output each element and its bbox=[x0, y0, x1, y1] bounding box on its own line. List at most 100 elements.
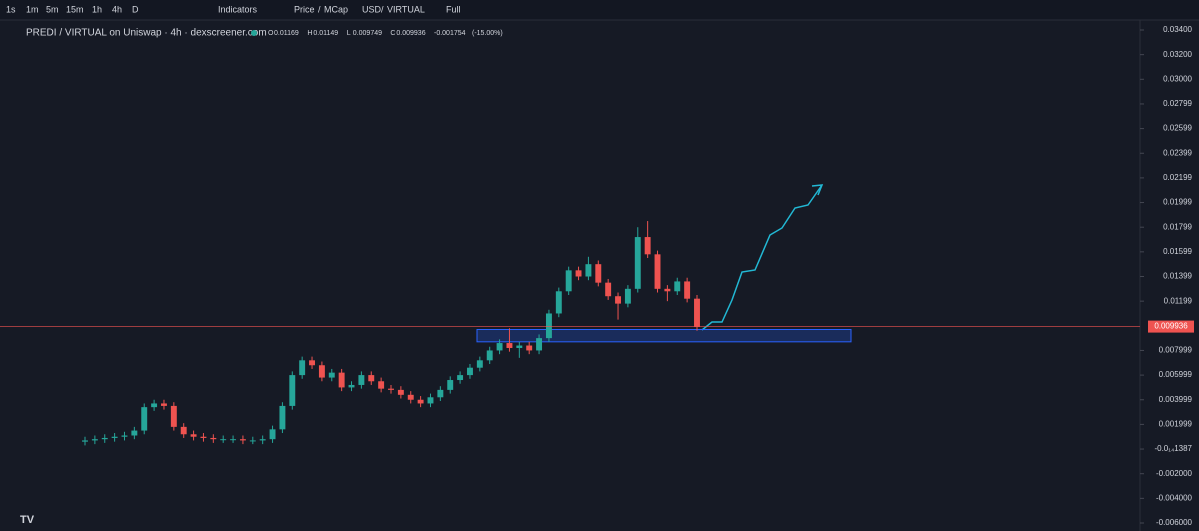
ohlc-key: O bbox=[268, 30, 274, 37]
price-toggle[interactable]: Price bbox=[294, 4, 315, 14]
candle-body bbox=[595, 264, 602, 283]
y-tick-label: -0.004000 bbox=[1156, 493, 1193, 502]
interval-button[interactable]: 1m bbox=[26, 4, 39, 14]
candle-body bbox=[180, 426, 187, 435]
candle-body bbox=[575, 270, 582, 277]
candle-body bbox=[82, 440, 88, 442]
candle-body bbox=[634, 237, 641, 289]
quote-toggle[interactable]: VIRTUAL bbox=[387, 4, 425, 14]
y-tick-label: 0.03200 bbox=[1163, 50, 1192, 59]
y-tick-label: 0.01599 bbox=[1163, 247, 1192, 256]
candle-body bbox=[624, 288, 631, 304]
y-tick-label: 0.02399 bbox=[1163, 148, 1192, 157]
separator: / bbox=[318, 4, 321, 14]
candle-body bbox=[664, 288, 671, 292]
y-tick-label: 0.02799 bbox=[1163, 99, 1192, 108]
candle-body bbox=[674, 281, 681, 292]
candle-body bbox=[299, 360, 306, 376]
usd-toggle[interactable]: USD bbox=[362, 4, 382, 14]
candle-body bbox=[615, 296, 621, 304]
logo: TV bbox=[20, 514, 35, 526]
y-tick-label: 0.01799 bbox=[1163, 222, 1192, 231]
separator: / bbox=[381, 4, 384, 14]
candle-body bbox=[437, 389, 444, 398]
candle-body bbox=[457, 375, 464, 381]
y-tick-label: 0.005999 bbox=[1159, 370, 1193, 379]
candle-body bbox=[279, 405, 286, 430]
candle-body bbox=[200, 436, 207, 438]
y-tick-label: 0.02199 bbox=[1163, 173, 1192, 182]
candle-body bbox=[161, 403, 167, 406]
candle-body bbox=[91, 439, 98, 441]
candle-body bbox=[467, 367, 473, 376]
ohlc-value: 0.01149 bbox=[313, 30, 338, 37]
support-zone bbox=[476, 328, 852, 343]
arrow-head bbox=[811, 184, 824, 196]
interval-button[interactable]: 15m bbox=[66, 4, 84, 14]
y-tick-label: 0.01999 bbox=[1163, 198, 1192, 207]
candle-body bbox=[388, 388, 394, 390]
candle-body bbox=[536, 338, 543, 351]
y-tick-label: 0.003999 bbox=[1159, 395, 1193, 404]
y-tick-label: -0.002000 bbox=[1156, 469, 1193, 478]
candle-body bbox=[526, 345, 533, 351]
candle-body bbox=[309, 360, 315, 366]
candle-body bbox=[151, 403, 158, 408]
candle-body bbox=[141, 407, 148, 431]
candle-body bbox=[565, 270, 572, 292]
candle-body bbox=[289, 375, 296, 406]
candle-body bbox=[378, 381, 385, 389]
candle-body bbox=[476, 360, 483, 368]
projection-arrow bbox=[701, 184, 823, 331]
y-tick-label: 0.03400 bbox=[1163, 25, 1192, 34]
candle-body bbox=[111, 436, 118, 438]
ohlc-value: 0.01169 bbox=[274, 30, 299, 37]
candle-body bbox=[545, 313, 552, 339]
candle-body bbox=[585, 264, 592, 277]
candle-body bbox=[486, 350, 493, 361]
candle-body bbox=[101, 437, 108, 440]
full-button[interactable]: Full bbox=[446, 4, 461, 14]
interval-button[interactable]: 1h bbox=[92, 4, 102, 14]
chart-title: PREDI / VIRTUAL on Uniswap · 4h · dexscr… bbox=[26, 28, 267, 39]
candle-body bbox=[397, 389, 404, 395]
candle-body bbox=[269, 429, 276, 440]
candle-body bbox=[605, 282, 612, 297]
candle-body bbox=[368, 375, 375, 382]
ohlc-key: L bbox=[347, 30, 351, 37]
interval-button[interactable]: 4h bbox=[112, 4, 122, 14]
candle-body bbox=[447, 380, 454, 390]
candle-body bbox=[230, 439, 237, 441]
candle-body bbox=[654, 254, 661, 289]
toolbar-items: 1s 1m 5m 15m 1h 4h D Indicators Price / MCap USD / VI… bbox=[6, 4, 461, 14]
candle-body bbox=[684, 281, 691, 299]
y-tick-label: -0.0₁₄1387 bbox=[1154, 444, 1192, 453]
y-tick-label: 0.001999 bbox=[1159, 420, 1193, 429]
interval-button[interactable]: 1s bbox=[6, 4, 16, 14]
candle-body bbox=[259, 439, 266, 441]
candle-body bbox=[338, 372, 345, 388]
candle-body bbox=[348, 384, 355, 388]
indicators-button[interactable]: Indicators bbox=[218, 4, 258, 14]
candle-body bbox=[694, 298, 700, 328]
y-tick-label: 0.03000 bbox=[1163, 74, 1192, 83]
candle-body bbox=[506, 343, 513, 348]
y-tick-label: 0.01199 bbox=[1164, 296, 1193, 305]
candle-body bbox=[328, 372, 335, 378]
candle-body bbox=[220, 439, 227, 441]
ohlc-value: 0.009749 bbox=[353, 30, 382, 37]
candle-body bbox=[516, 345, 523, 348]
candle-body bbox=[318, 365, 325, 378]
mcap-toggle[interactable]: MCap bbox=[324, 4, 348, 14]
candle-body bbox=[190, 434, 197, 437]
last-price-label: 0.009936 bbox=[1154, 322, 1188, 331]
change-value: -0.001754 bbox=[434, 30, 466, 37]
ohlc-key: C bbox=[390, 30, 395, 37]
ohlc-key: H bbox=[307, 30, 312, 37]
interval-button[interactable]: D bbox=[132, 4, 139, 14]
interval-button[interactable]: 5m bbox=[46, 4, 59, 14]
candle-body bbox=[170, 405, 177, 427]
candle-body bbox=[555, 291, 562, 314]
ohlc-value: 0.009936 bbox=[396, 30, 425, 37]
status-dot bbox=[251, 30, 257, 36]
